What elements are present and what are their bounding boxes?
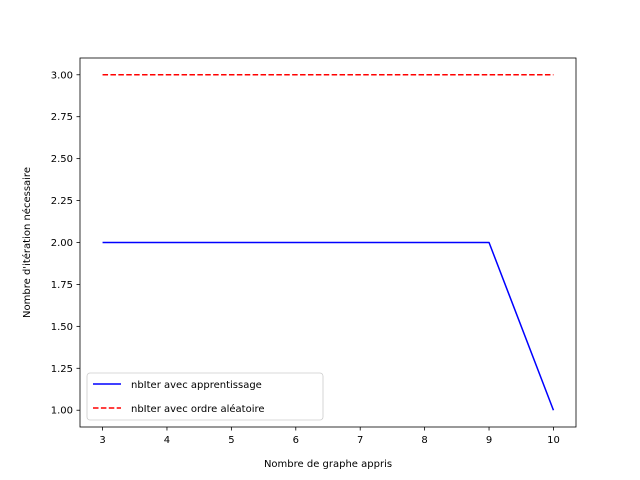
y-tick-label: 1.75	[51, 280, 73, 291]
series-layer	[102, 74, 555, 411]
x-tick-label: 6	[293, 435, 299, 446]
x-tick-label: 5	[228, 435, 234, 446]
y-tick-label: 2.75	[51, 112, 73, 123]
y-tick-label: 3.00	[51, 70, 73, 81]
legend: nbIter avec apprentissage nbIter avec or…	[86, 372, 324, 421]
x-tick-label: 8	[421, 435, 427, 446]
legend-label-apprentissage: nbIter avec apprentissage	[131, 380, 262, 391]
x-axis-label: Nombre de graphe appris	[264, 459, 392, 470]
y-tick-label: 2.00	[51, 238, 73, 249]
y-tick-label: 2.50	[51, 154, 73, 165]
legend-label-aleatoire: nbIter avec ordre aléatoire	[131, 403, 265, 415]
x-tick-label: 3	[99, 435, 105, 446]
legend-box	[86, 372, 324, 421]
x-axis-ticks: 3 4 5 6 7 8 9 10	[99, 427, 560, 446]
y-axis-ticks: 1.00 1.25 1.50 1.75 2.00 2.25 2.50 2.75 3.00	[51, 70, 80, 417]
x-tick-label: 9	[486, 435, 492, 446]
y-axis-label: Nombre d'itération nécessaire	[21, 167, 33, 318]
series-line-0	[102, 241, 555, 411]
y-tick-label: 1.25	[51, 364, 73, 375]
y-tick-label: 1.00	[51, 406, 73, 417]
y-tick-label: 2.25	[51, 196, 73, 207]
x-tick-label: 4	[164, 435, 170, 446]
x-tick-label: 10	[547, 435, 560, 446]
y-tick-label: 1.50	[51, 322, 73, 333]
x-tick-label: 7	[357, 435, 363, 446]
